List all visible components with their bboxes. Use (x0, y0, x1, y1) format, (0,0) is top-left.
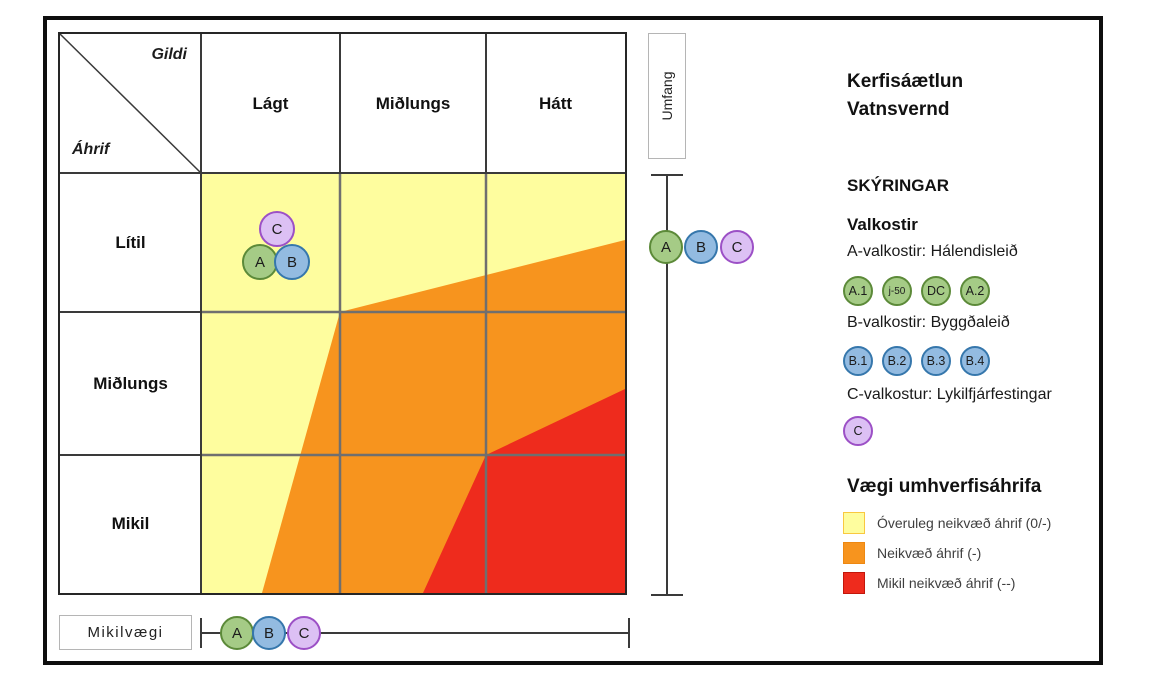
table-line-row2 (60, 454, 201, 456)
table-line-row1 (60, 311, 201, 313)
corner-impact-label: Áhrif (72, 141, 110, 158)
option-group-c-label: C-valkostur: Lykilfjárfestingar (847, 386, 1052, 403)
option-group-b-markers: B.1 B.2 B.3 B.4 (843, 346, 990, 376)
mikilvaegi-axis-box: Mikilvægi (59, 615, 192, 650)
matrix-marker-b: B (274, 244, 310, 280)
panel-title: Kerfisáætlun Vatnsvernd (847, 68, 963, 124)
umfang-marker-b: B (684, 230, 718, 264)
mikilvaegi-marker-c: C (287, 616, 321, 650)
option-marker-b3: B.3 (921, 346, 951, 376)
legend-item-negative: Neikvæð áhrif (-) (843, 542, 981, 564)
option-marker-b2: B.2 (882, 346, 912, 376)
panel-title-line2: Vatnsvernd (847, 99, 950, 120)
umfang-marker-c: C (720, 230, 754, 264)
table-line-header-bottom (60, 172, 625, 174)
row-header-midlungs: Miðlungs (93, 373, 168, 393)
column-header-midlungs: Miðlungs (375, 93, 451, 113)
grid-lines (201, 173, 625, 593)
matrix-marker-c: C (259, 211, 295, 247)
option-group-a-label: A-valkostir: Hálendisleið (847, 243, 1018, 260)
legend-swatch-yellow (843, 512, 865, 534)
explanations-heading: SKÝRINGAR (847, 176, 950, 195)
options-heading: Valkostir (847, 215, 918, 234)
option-group-b-label: B-valkostir: Byggðaleið (847, 314, 1010, 331)
option-marker-c: C (843, 416, 873, 446)
mikilvaegi-axis-label: Mikilvægi (87, 624, 164, 641)
legend-swatch-orange (843, 542, 865, 564)
region-very-negative (423, 389, 625, 593)
impact-matrix: Gildi Áhrif Lágt Miðlungs Hátt Lítil Mið… (58, 32, 627, 595)
option-marker-a1: A.1 (843, 276, 873, 306)
corner-diagonal-line (59, 33, 202, 174)
umfang-axis-box: Umfang (648, 33, 686, 159)
column-header-hatt: Hátt (538, 93, 573, 113)
umfang-marker-a: A (649, 230, 683, 264)
legend-item-very-negative: Mikil neikvæð áhrif (--) (843, 572, 1015, 594)
option-group-c-markers: C (843, 416, 873, 446)
option-marker-a2: A.2 (960, 276, 990, 306)
legend-item-insignificant: Óveruleg neikvæð áhrif (0/-) (843, 512, 1051, 534)
panel-title-line1: Kerfisáætlun (847, 71, 964, 92)
option-group-a-markers: A.1 j-50 DC A.2 (843, 276, 990, 306)
mikilvaegi-marker-a: A (220, 616, 254, 650)
mikilvaegi-marker-b: B (252, 616, 286, 650)
impact-heading: Vægi umhverfisáhrifa (847, 476, 1042, 497)
matrix-marker-a: A (242, 244, 278, 280)
legend-swatch-red (843, 572, 865, 594)
row-header-litil: Lítil (115, 232, 146, 252)
legend-label-very-negative: Mikil neikvæð áhrif (--) (877, 575, 1016, 591)
table-line-header-col1 (339, 34, 341, 173)
option-marker-dc: DC (921, 276, 951, 306)
matrix-corner-cell: Gildi Áhrif (59, 33, 202, 174)
table-line-header-col2 (485, 34, 487, 173)
umfang-axis-label: Umfang (659, 71, 675, 121)
table-line-vertical-labels (200, 34, 202, 593)
option-marker-b1: B.1 (843, 346, 873, 376)
corner-value-label: Gildi (151, 46, 187, 63)
option-marker-b4: B.4 (960, 346, 990, 376)
row-header-mikil: Mikil (111, 514, 150, 533)
option-marker-j50: j-50 (882, 276, 912, 306)
column-header-lagt: Lágt (252, 93, 289, 113)
legend-label-insignificant: Óveruleg neikvæð áhrif (0/-) (877, 515, 1052, 531)
legend-label-negative: Neikvæð áhrif (-) (877, 545, 982, 561)
